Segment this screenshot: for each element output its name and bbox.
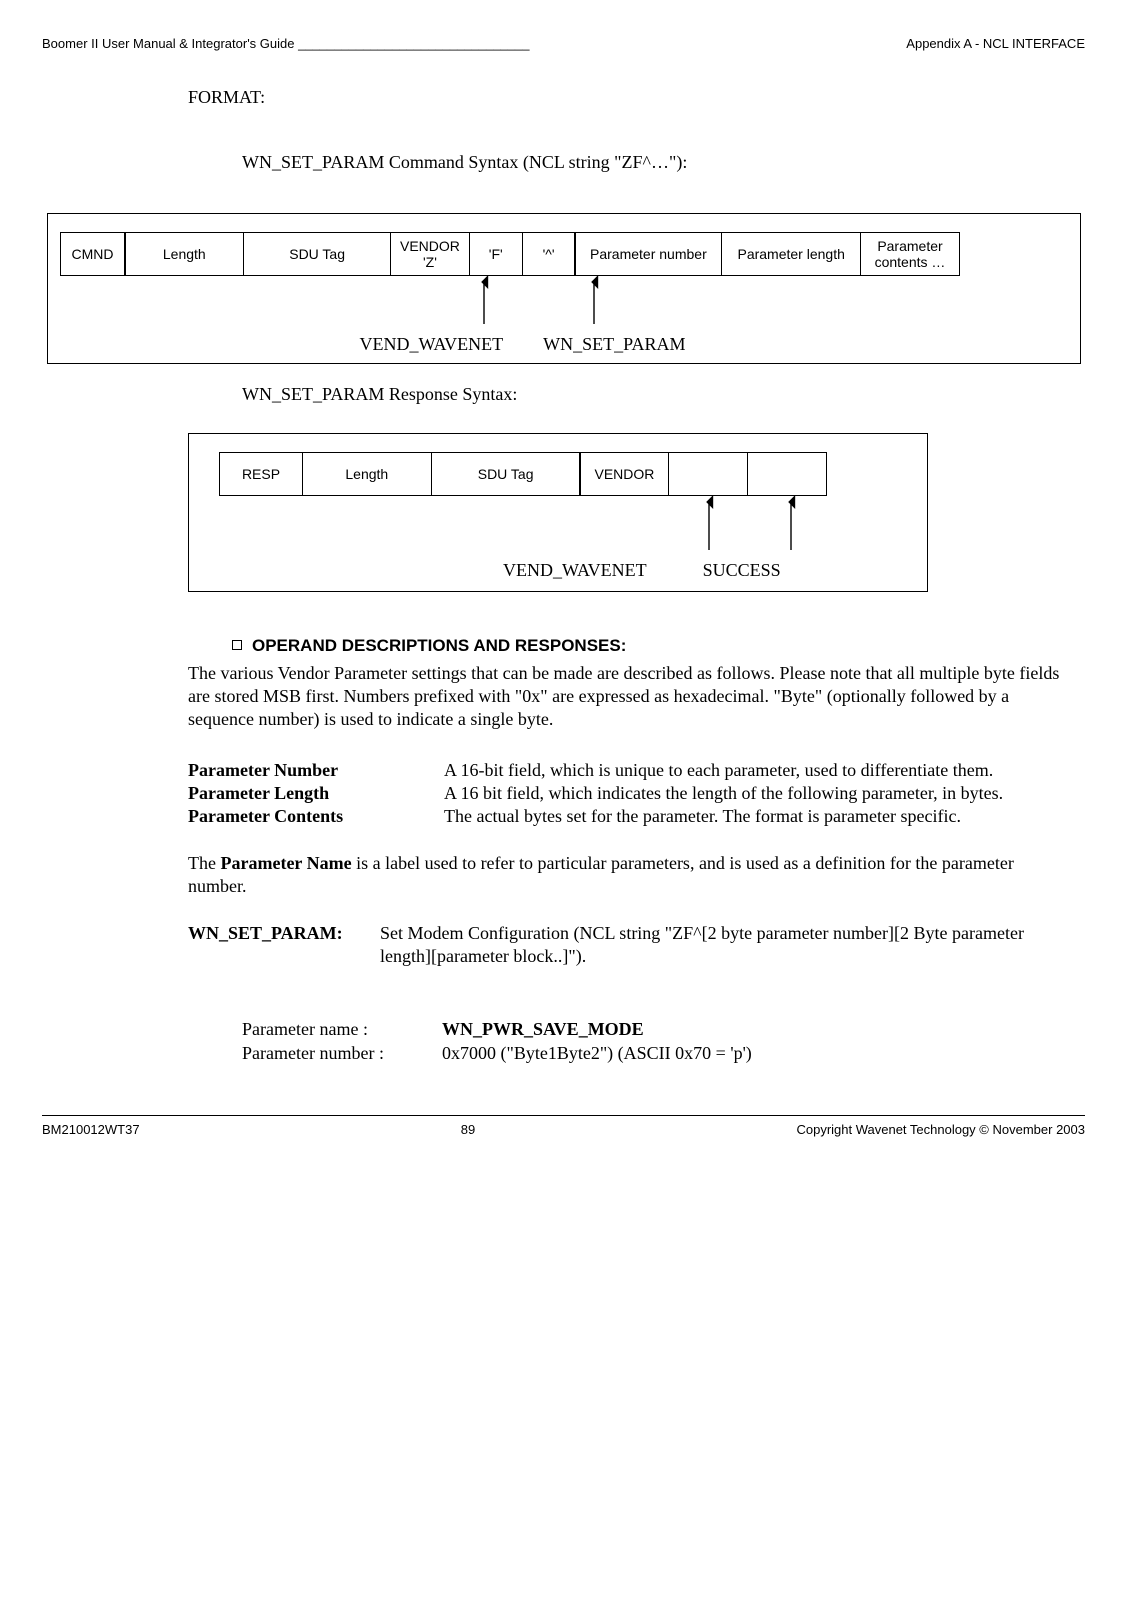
pn-name-value: WN_PWR_SAVE_MODE [442,1018,644,1041]
cmd-box: CMND [60,232,126,276]
operand-heading: OPERAND DESCRIPTIONS AND RESPONSES: [232,636,1075,656]
def-desc: A 16-bit field, which is unique to each … [444,759,1075,782]
operand-heading-text: OPERAND DESCRIPTIONS AND RESPONSES: [252,636,626,655]
arrow-svg-2 [219,496,919,556]
page-header: Boomer II User Manual & Integrator's Gui… [42,36,1085,51]
resp-box: VENDOR [579,452,669,496]
anno-vend-wavenet-2: VEND_WAVENET [503,560,647,581]
arrow-svg-1 [60,276,1068,330]
resp-syntax-title: WN_SET_PARAM Response Syntax: [242,384,1075,405]
text-bold: Parameter Name [220,853,351,873]
header-title: Boomer II User Manual & Integrator's Gui… [42,36,294,51]
pn-name-label: Parameter name : [242,1018,442,1041]
footer-right: Copyright Wavenet Technology © November … [796,1122,1085,1137]
anno-vend-wavenet-1: VEND_WAVENET [360,334,504,355]
def-term: Parameter Contents [188,805,444,828]
footer-rule [42,1115,1085,1116]
def-row: Parameter Contents The actual bytes set … [188,805,1075,828]
header-right: Appendix A - NCL INTERFACE [906,36,1085,51]
resp-syntax-diagram: RESPLengthSDU TagVENDOR VEND_WAVENET SUC… [188,433,928,592]
resp-box [747,452,827,496]
cmd-box: VENDOR'Z' [390,232,470,276]
header-left: Boomer II User Manual & Integrator's Gui… [42,36,529,51]
cmd-box: Parameter length [721,232,861,276]
wn-colon: : [337,923,343,943]
cmd-box: SDU Tag [243,232,391,276]
cmd-box: 'F' [469,232,523,276]
wn-desc: Set Modem Configuration (NCL string "ZF^… [380,922,1075,968]
def-desc: A 16 bit field, which indicates the leng… [444,782,1075,805]
pn-num-value: 0x7000 ("Byte1Byte2") (ASCII 0x70 = 'p') [442,1042,752,1065]
page-footer: BM210012WT37 89 Copyright Wavenet Techno… [42,1122,1085,1137]
wn-label: WN_SET_PARAM [188,923,337,943]
format-label: FORMAT: [188,87,1075,108]
text-span: The [188,853,220,873]
definitions: Parameter Number A 16-bit field, which i… [188,759,1075,828]
bullet-square-icon [232,640,242,650]
pn-num-label: Parameter number : [242,1042,442,1065]
footer-left: BM210012WT37 [42,1122,140,1137]
resp-box: SDU Tag [431,452,581,496]
wn-term: WN_SET_PARAM: [188,922,380,968]
cmd-box: Parametercontents … [860,232,960,276]
resp-box: RESP [219,452,303,496]
anno-success: SUCCESS [703,560,781,581]
cmd-box: '^' [522,232,576,276]
def-row: Parameter Number A 16-bit field, which i… [188,759,1075,782]
header-underscore: ________________________________ [298,36,529,51]
cmd-syntax-diagram: CMNDLengthSDU TagVENDOR'Z''F''^'Paramete… [47,213,1081,364]
param-name-block: Parameter name : WN_PWR_SAVE_MODE Parame… [242,1018,1075,1065]
wn-set-param-row: WN_SET_PARAM: Set Modem Configuration (N… [188,922,1075,968]
def-term: Parameter Length [188,782,444,805]
footer-mid: 89 [461,1122,475,1137]
def-desc: The actual bytes set for the parameter. … [444,805,1075,828]
anno-wn-set-param: WN_SET_PARAM [543,334,685,355]
cmd-syntax-title: WN_SET_PARAM Command Syntax (NCL string … [242,152,1075,173]
cmd-box: Length [124,232,244,276]
operand-intro: The various Vendor Parameter settings th… [188,662,1075,731]
cmd-box: Parameter number [574,232,722,276]
param-name-para: The Parameter Name is a label used to re… [188,852,1075,898]
resp-box [668,452,748,496]
def-term: Parameter Number [188,759,444,782]
resp-box: Length [302,452,432,496]
def-row: Parameter Length A 16 bit field, which i… [188,782,1075,805]
